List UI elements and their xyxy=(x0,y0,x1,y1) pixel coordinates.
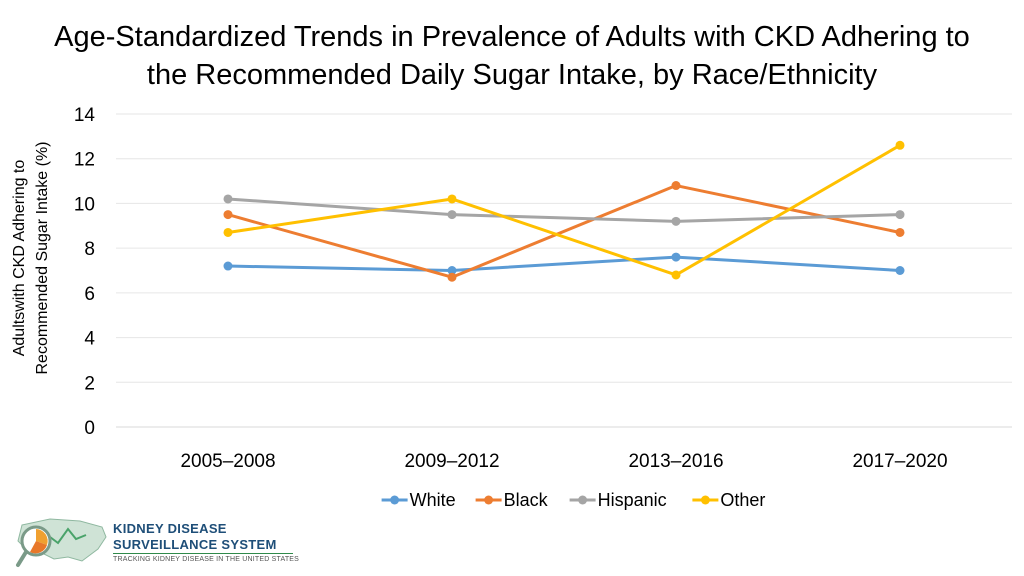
series-hispanic xyxy=(223,194,905,226)
data-point-black xyxy=(447,272,457,282)
data-point-hispanic xyxy=(447,210,457,220)
legend-item-hispanic: Hispanic xyxy=(569,490,667,510)
logo-line-1: KIDNEY DISEASE xyxy=(113,521,227,536)
series-line-white xyxy=(227,255,901,272)
x-tick-label: 2009–2012 xyxy=(404,451,499,472)
data-point-black xyxy=(223,210,233,220)
data-point-white xyxy=(671,252,681,262)
data-point-black xyxy=(671,181,681,191)
logo-line-2: SURVEILLANCE SYSTEM xyxy=(113,537,277,552)
series-line-other xyxy=(227,144,901,277)
x-tick-label: 2017–2020 xyxy=(852,451,947,472)
data-point-white xyxy=(447,266,457,275)
chart-title: Age-Standardized Trends in Prevalence of… xyxy=(0,18,1024,94)
us-map-magnifier-icon xyxy=(16,518,107,567)
y-axis-label-line-1: Adultswith CKD Adhering to xyxy=(11,160,28,357)
legend: White Black Hispanic Other xyxy=(381,490,765,510)
legend-item-white: White xyxy=(381,490,456,510)
kidney-disease-surveillance-logo: KIDNEY DISEASE SURVEILLANCE SYSTEM TRACK… xyxy=(10,515,300,573)
y-axis-ticks: 0 2 4 6 8 10 12 14 xyxy=(74,105,96,439)
legend-label: Hispanic xyxy=(598,490,667,510)
legend-item-other: Other xyxy=(692,490,765,510)
legend-swatch-marker xyxy=(700,495,710,505)
x-axis-ticks: 2005–2008 2009–2012 2013–2016 2017–2020 xyxy=(180,451,947,472)
legend-swatch-marker xyxy=(484,495,494,505)
x-tick-label: 2013–2016 xyxy=(628,451,723,472)
chart-title-line-2: the Recommended Daily Sugar Intake, by R… xyxy=(146,59,878,91)
logo-divider xyxy=(113,553,293,554)
series-other xyxy=(223,140,905,280)
data-point-other xyxy=(223,227,233,237)
y-tick-label: 14 xyxy=(74,105,96,126)
data-point-hispanic xyxy=(895,210,905,220)
data-point-hispanic xyxy=(223,194,233,204)
y-tick-label: 6 xyxy=(84,284,95,305)
data-point-other xyxy=(447,194,457,204)
y-tick-label: 0 xyxy=(84,418,95,439)
y-axis-label-line-2: Recommended Sugar Intake (%) xyxy=(34,142,51,375)
legend-label: Black xyxy=(504,490,549,510)
series-line-hispanic xyxy=(227,197,901,223)
data-point-white xyxy=(895,266,905,275)
data-point-black xyxy=(895,227,905,237)
legend-swatch-marker xyxy=(578,495,588,505)
y-tick-label: 8 xyxy=(84,239,95,260)
y-tick-label: 4 xyxy=(84,329,95,350)
chart-title-line-1: Age-Standardized Trends in Prevalence of… xyxy=(54,21,970,53)
legend-swatch-marker xyxy=(390,495,400,505)
series-group xyxy=(223,140,905,282)
legend-item-black: Black xyxy=(475,490,549,510)
logo-line-3: TRACKING KIDNEY DISEASE IN THE UNITED ST… xyxy=(113,556,300,563)
data-point-hispanic xyxy=(671,216,681,226)
legend-label: Other xyxy=(720,490,765,510)
data-point-other xyxy=(671,270,681,280)
legend-label: White xyxy=(410,490,456,510)
y-tick-label: 2 xyxy=(84,373,95,394)
y-tick-label: 12 xyxy=(74,150,95,171)
data-point-white xyxy=(223,261,233,271)
series-white xyxy=(223,252,905,275)
y-tick-label: 10 xyxy=(74,194,95,215)
x-tick-label: 2005–2008 xyxy=(180,451,275,472)
gridlines xyxy=(116,113,1012,428)
data-point-other xyxy=(895,140,905,150)
